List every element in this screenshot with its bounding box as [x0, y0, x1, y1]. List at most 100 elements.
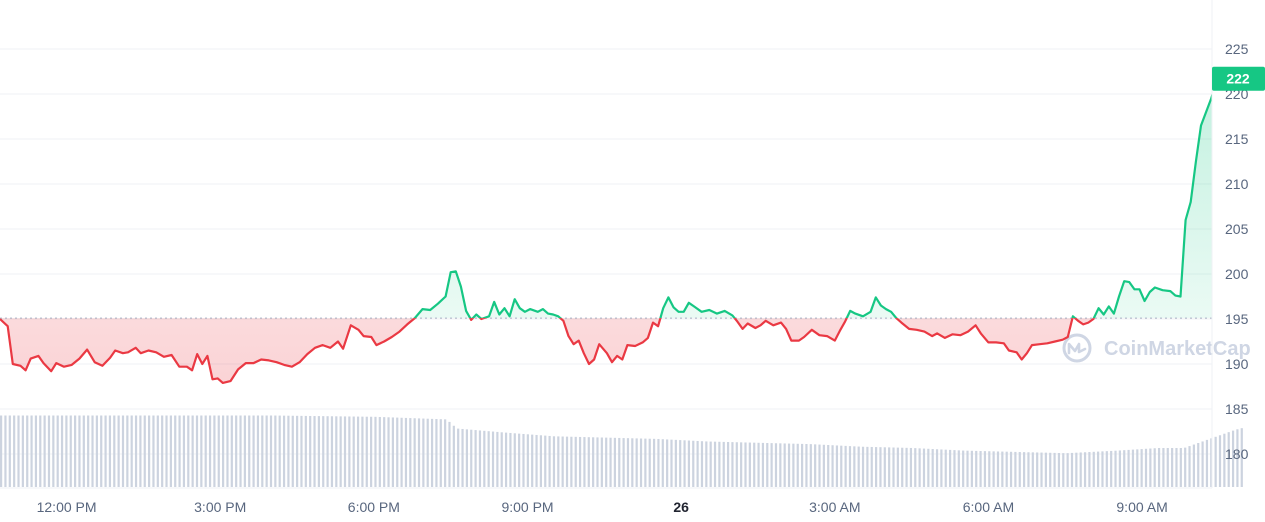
volume-bar — [309, 415, 312, 487]
volume-bar — [387, 417, 390, 487]
volume-bar — [348, 416, 351, 487]
volume-bar — [1166, 448, 1169, 487]
volume-bar — [222, 415, 225, 487]
volume-bar — [544, 435, 547, 487]
volume-bar — [757, 442, 760, 487]
volume-bar — [626, 438, 630, 487]
x-tick-label: 26 — [673, 499, 689, 515]
volume-bar — [605, 437, 608, 487]
volume-bar — [174, 415, 177, 487]
volume-bar — [0, 415, 3, 487]
volume-bar — [383, 417, 386, 487]
volume-bar — [317, 416, 320, 487]
volume-bar — [748, 442, 751, 487]
volume-bar — [444, 419, 447, 487]
volume-bar — [744, 442, 747, 487]
volume-bar — [679, 440, 682, 487]
x-tick-label: 3:00 PM — [194, 499, 246, 515]
volume-bar — [1023, 452, 1026, 487]
volume-bar — [1218, 435, 1222, 487]
volume-bar — [1118, 450, 1121, 487]
volume-bar — [169, 415, 172, 487]
volume-bar — [278, 415, 281, 487]
volume-bar — [474, 430, 477, 487]
volume-bar — [26, 415, 29, 487]
volume-bar — [200, 415, 203, 487]
volume-bar — [430, 418, 434, 487]
area-below-baseline — [0, 318, 1094, 383]
volume-bar — [130, 415, 133, 487]
volume-bar — [143, 415, 146, 487]
volume-bar — [178, 415, 181, 487]
volume-bar — [452, 425, 455, 487]
x-axis: 12:00 PM 3:00 PM 6:00 PM 9:00 PM 26 3:00 AM 6:… — [0, 487, 1212, 515]
price-line — [0, 92, 1212, 384]
volume-bar — [814, 444, 817, 487]
volume-bar — [69, 415, 72, 487]
volume-bar — [570, 436, 573, 487]
volume-bar — [622, 438, 625, 487]
volume-bar — [113, 415, 116, 487]
volume-bar — [674, 439, 677, 487]
volume-bar — [335, 416, 338, 487]
volume-bar — [726, 442, 730, 487]
volume-bar — [287, 415, 290, 487]
price-area-fill — [0, 95, 1212, 383]
volume-bar — [657, 438, 660, 487]
volume-bar — [587, 437, 590, 487]
volume-bar — [391, 417, 394, 487]
volume-bar — [853, 446, 856, 487]
volume-bar — [857, 446, 860, 487]
volume-bar — [531, 434, 534, 487]
volume-bar — [296, 415, 299, 487]
volume-bar — [1197, 442, 1200, 487]
y-tick-label: 200 — [1225, 266, 1249, 282]
price-line-down — [0, 318, 1096, 384]
volume-bar — [269, 415, 273, 487]
volume-bar — [705, 441, 708, 487]
volume-bar — [413, 418, 416, 487]
volume-bar — [574, 436, 577, 487]
y-tick-label: 210 — [1225, 176, 1249, 192]
volume-bar — [979, 451, 982, 487]
volume-bar — [1214, 436, 1217, 487]
volume-bar — [213, 415, 216, 487]
volume-bar — [504, 432, 508, 487]
volume-bar — [117, 415, 120, 487]
volume-bar — [39, 415, 42, 487]
volume-bar — [374, 416, 377, 487]
volume-bar — [792, 443, 795, 487]
volume-bar — [1223, 433, 1226, 487]
volume-bar — [840, 445, 843, 487]
volume-bar — [461, 428, 464, 487]
volume-bar — [692, 440, 695, 487]
volume-bar — [52, 415, 55, 487]
volume-bar — [713, 441, 717, 487]
volume-bar — [1014, 451, 1017, 487]
volume-bar — [774, 443, 778, 487]
volume-bar — [1018, 452, 1021, 487]
volume-bar — [831, 445, 834, 487]
volume-bar — [21, 415, 24, 487]
volume-bar — [343, 416, 347, 487]
volume-bar — [339, 416, 342, 487]
volume-bar — [670, 439, 673, 487]
y-tick-label: 195 — [1225, 311, 1249, 327]
volume-bar — [313, 416, 316, 487]
volume-bar — [326, 416, 329, 487]
y-tick-label: 185 — [1225, 401, 1249, 417]
volume-bar — [1049, 452, 1052, 487]
volume-bar — [496, 431, 499, 487]
volume-bar — [901, 447, 904, 487]
volume-bar — [1149, 448, 1152, 487]
volume-bar — [1044, 452, 1047, 487]
volume-bar — [400, 417, 403, 487]
volume-bar — [34, 415, 38, 487]
volume-bar — [940, 449, 943, 487]
volume-bar — [914, 448, 917, 487]
volume-bar — [844, 445, 847, 487]
volume-bar — [121, 415, 125, 487]
volume-bar — [509, 432, 512, 487]
volume-bar — [1040, 452, 1043, 487]
volume-bar — [370, 416, 373, 487]
